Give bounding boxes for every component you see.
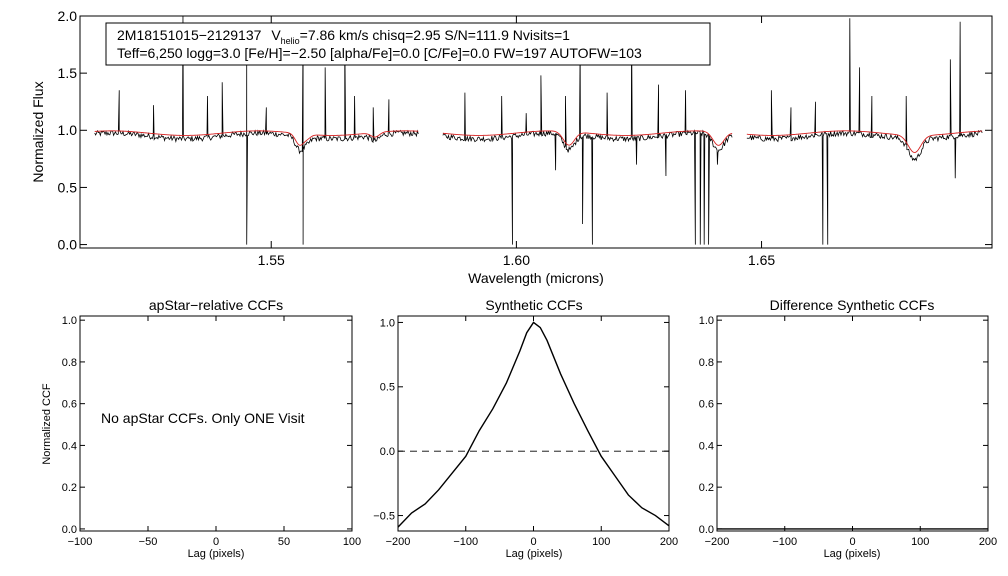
x-tick-label: 50 bbox=[278, 536, 290, 548]
apstar-ccf-y-label: Normalized CCF bbox=[41, 383, 53, 465]
y-tick-label: −0.5 bbox=[373, 510, 395, 522]
spectrum-panel: 1.55 1.60 1.65 0.0 0.5 1.0 1.5 2.0 Wavelength … bbox=[30, 8, 993, 286]
spectrum-y-label: Normalized Flux bbox=[30, 81, 46, 182]
difference-ccf-panel: −200 −100 0 100 200 0.0 0.2 0.4 0.6 0.8 1.0 Diffe… bbox=[699, 297, 997, 560]
y-tick-label: 0.2 bbox=[699, 482, 714, 494]
y-tick-label: 1.0 bbox=[58, 122, 78, 138]
synthetic-ccf-y-ticks: −0.5 0.0 0.5 1.0 bbox=[373, 317, 669, 522]
info-line-2: Teff=6,250 logg=3.0 [Fe/H]=−2.50 [alpha/… bbox=[117, 45, 642, 61]
y-tick-label: 0.5 bbox=[380, 382, 395, 394]
x-tick-label: −50 bbox=[139, 536, 158, 548]
difference-ccf-title: Difference Synthetic CCFs bbox=[770, 297, 935, 313]
y-tick-label: 0.4 bbox=[699, 440, 714, 452]
x-tick-label: −100 bbox=[772, 536, 797, 548]
observed-spectrum-line bbox=[94, 15, 983, 245]
apstar-ccf-x-label: Lag (pixels) bbox=[188, 548, 245, 560]
y-tick-label: 0.0 bbox=[58, 236, 78, 252]
y-tick-label: 0.8 bbox=[699, 357, 714, 369]
y-tick-label: 1.5 bbox=[58, 65, 78, 81]
y-tick-label: 0.6 bbox=[62, 399, 77, 411]
apstar-ccf-title: apStar−relative CCFs bbox=[149, 297, 283, 313]
x-tick-label: 100 bbox=[343, 536, 361, 548]
spectrum-y-ticks: 0.0 0.5 1.0 1.5 2.0 bbox=[58, 8, 992, 252]
difference-ccf-x-label: Lag (pixels) bbox=[824, 548, 881, 560]
apstar-ccf-x-ticks: −100 −50 0 50 100 bbox=[68, 316, 361, 548]
spectrum-x-label: Wavelength (microns) bbox=[468, 270, 604, 286]
apstar-ccf-y-ticks: 0.0 0.2 0.4 0.6 0.8 1.0 bbox=[62, 315, 352, 536]
synthetic-ccf-plot-frame bbox=[397, 315, 670, 532]
x-tick-label: 1.60 bbox=[503, 252, 530, 268]
y-tick-label: 0.0 bbox=[699, 524, 714, 536]
x-tick-label: 0 bbox=[530, 536, 536, 548]
x-tick-label: −100 bbox=[453, 536, 478, 548]
y-tick-label: 1.0 bbox=[699, 315, 714, 327]
y-tick-label: 0.5 bbox=[58, 179, 78, 195]
y-tick-label: 1.0 bbox=[62, 315, 77, 327]
no-ccf-annotation: No apStar CCFs. Only ONE Visit bbox=[101, 410, 305, 426]
x-tick-label: 200 bbox=[660, 536, 678, 548]
y-tick-label: 2.0 bbox=[58, 8, 78, 24]
difference-ccf-plot-frame bbox=[716, 315, 989, 532]
x-tick-label: −100 bbox=[68, 536, 93, 548]
x-tick-label: 100 bbox=[911, 536, 929, 548]
difference-ccf-x-ticks: −200 −100 0 100 200 bbox=[705, 316, 997, 548]
synthetic-ccf-curve bbox=[397, 321, 670, 528]
info-line-1: 2M18151015−2129137 Vhelio=7.86 km/s chis… bbox=[117, 27, 570, 46]
x-tick-label: 1.65 bbox=[748, 252, 775, 268]
x-tick-label: −200 bbox=[386, 536, 411, 548]
y-tick-label: 0.0 bbox=[380, 446, 395, 458]
y-tick-label: 1.0 bbox=[380, 317, 395, 329]
x-tick-label: 0 bbox=[849, 536, 855, 548]
x-tick-label: −200 bbox=[705, 536, 730, 548]
synthetic-ccf-x-label: Lag (pixels) bbox=[506, 548, 563, 560]
x-tick-label: 0 bbox=[213, 536, 219, 548]
x-tick-label: 1.55 bbox=[258, 252, 285, 268]
synthetic-ccf-x-ticks: −200 −100 0 100 200 bbox=[386, 316, 678, 548]
synthetic-ccf-panel: −200 −100 0 100 200 −0.5 0.0 0.5 1.0 Synthetic … bbox=[373, 297, 678, 560]
y-tick-label: 0.2 bbox=[62, 482, 77, 494]
spectrum-plot-frame bbox=[79, 15, 993, 249]
apstar-ccf-panel: −100 −50 0 50 100 0.0 0.2 0.4 0.6 0.8 1.0 apStar−… bbox=[41, 297, 361, 560]
spectrum-info-box: 2M18151015−2129137 Vhelio=7.86 km/s chis… bbox=[105, 22, 711, 66]
spectrum-x-ticks: 1.55 1.60 1.65 bbox=[258, 16, 775, 268]
x-tick-label: 200 bbox=[979, 536, 997, 548]
y-tick-label: 0.8 bbox=[62, 357, 77, 369]
y-tick-label: 0.6 bbox=[699, 399, 714, 411]
y-tick-label: 0.4 bbox=[62, 440, 77, 452]
x-tick-label: 100 bbox=[592, 536, 610, 548]
y-tick-label: 0.0 bbox=[62, 524, 77, 536]
synthetic-spectrum-line bbox=[94, 130, 983, 153]
synthetic-ccf-title: Synthetic CCFs bbox=[485, 297, 582, 313]
difference-ccf-y-ticks: 0.0 0.2 0.4 0.6 0.8 1.0 bbox=[699, 315, 988, 536]
